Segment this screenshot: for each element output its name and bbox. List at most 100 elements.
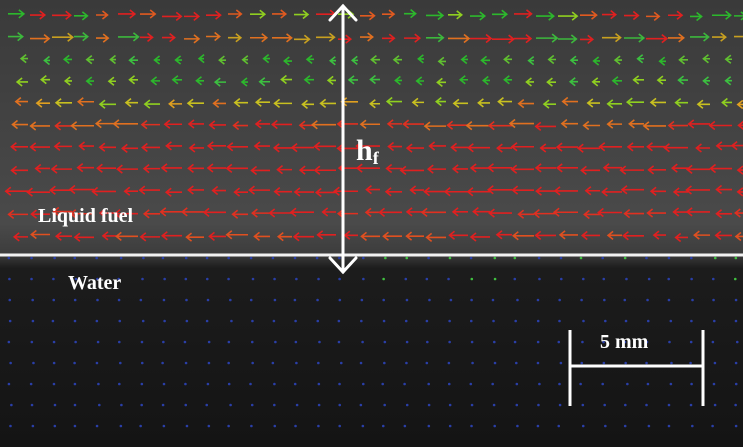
vector-dot <box>140 382 144 386</box>
velocity-vector <box>384 187 402 197</box>
velocity-vector <box>496 143 512 153</box>
velocity-vector <box>534 121 556 132</box>
vector-dot <box>734 403 737 407</box>
vector-dot <box>733 277 737 281</box>
velocity-vector <box>685 207 710 217</box>
vector-dot <box>645 256 648 260</box>
velocity-vector <box>11 119 28 130</box>
velocity-vector <box>443 187 468 197</box>
velocity-vector <box>527 56 535 66</box>
vector-dot <box>470 340 474 344</box>
vector-dot <box>140 403 143 407</box>
vector-dot <box>7 382 11 386</box>
vector-dot <box>273 403 276 407</box>
vector-dot <box>317 403 321 407</box>
velocity-vector <box>668 33 685 43</box>
vector-dot <box>117 298 121 302</box>
velocity-vector <box>313 141 336 151</box>
vector-dot <box>405 298 409 302</box>
vector-dot <box>273 424 277 428</box>
vector-dot <box>227 424 230 428</box>
vector-dot <box>29 382 33 386</box>
vector-dot <box>73 382 77 386</box>
velocity-vector <box>404 9 417 19</box>
velocity-vector <box>646 208 666 218</box>
vector-dot <box>31 298 34 302</box>
velocity-vector <box>206 163 226 173</box>
vector-dot <box>318 340 321 344</box>
vector-dot <box>294 319 297 323</box>
vector-dot <box>647 424 651 428</box>
velocity-vector <box>649 186 666 196</box>
vector-dot <box>734 319 738 323</box>
vector-dot <box>185 319 189 323</box>
velocity-vector <box>298 165 314 175</box>
velocity-vector <box>311 120 336 130</box>
velocity-vector <box>586 98 600 108</box>
velocity-vector <box>736 99 743 110</box>
velocity-vector <box>601 187 622 197</box>
velocity-vector <box>187 163 204 173</box>
velocity-vector <box>294 34 311 44</box>
vector-dot <box>492 319 495 323</box>
vector-dot <box>603 298 606 302</box>
velocity-vector <box>423 186 446 197</box>
vector-dot <box>405 403 409 407</box>
vector-dot <box>317 382 321 386</box>
velocity-vector <box>712 10 732 20</box>
velocity-vector <box>405 207 424 217</box>
vector-dot <box>53 424 57 428</box>
velocity-vector <box>364 207 380 217</box>
vector-dot <box>602 361 606 365</box>
vector-dot <box>250 340 254 344</box>
vector-dot <box>97 382 100 386</box>
velocity-vector <box>280 74 292 85</box>
velocity-vector <box>569 55 578 65</box>
velocity-vector <box>734 208 743 218</box>
velocity-vector <box>492 34 515 44</box>
vector-dot <box>32 361 35 365</box>
vector-dot <box>492 403 496 407</box>
velocity-vector <box>458 75 468 85</box>
velocity-vector <box>272 143 292 153</box>
velocity-vector <box>360 32 374 42</box>
vector-dot <box>119 256 123 260</box>
vector-dot <box>514 319 517 323</box>
velocity-vector <box>702 54 710 64</box>
height-symbol: h <box>356 134 373 167</box>
velocity-vector <box>708 120 732 131</box>
vector-dot <box>184 256 188 260</box>
velocity-vector <box>19 53 28 64</box>
velocity-vector <box>470 33 493 44</box>
velocity-vector <box>724 76 732 86</box>
vector-dot <box>623 298 627 302</box>
velocity-vector <box>714 230 732 241</box>
vector-dot <box>448 403 452 407</box>
velocity-vector <box>533 208 556 219</box>
velocity-vector <box>514 33 533 44</box>
velocity-vector <box>568 77 578 87</box>
vector-dot <box>227 382 231 386</box>
velocity-vector <box>153 55 161 65</box>
vector-dot <box>536 424 540 428</box>
velocity-vector <box>646 34 669 44</box>
velocity-vector <box>163 119 182 129</box>
vector-dot <box>118 382 121 386</box>
vector-dot <box>667 403 671 407</box>
velocity-vector <box>115 231 138 241</box>
velocity-vector <box>487 163 512 173</box>
vector-dot <box>205 256 209 260</box>
vector-dot <box>250 424 253 428</box>
velocity-vector <box>426 33 445 43</box>
velocity-vector <box>584 186 600 196</box>
velocity-vector <box>118 9 137 19</box>
vector-dot <box>691 298 694 302</box>
velocity-vector <box>546 77 556 87</box>
velocity-vector <box>185 232 204 242</box>
velocity-vector <box>436 77 446 87</box>
velocity-vector <box>184 34 201 44</box>
velocity-vector <box>647 165 666 175</box>
vector-dot <box>404 277 408 281</box>
vector-dot <box>251 319 254 323</box>
velocity-vector <box>118 32 140 42</box>
